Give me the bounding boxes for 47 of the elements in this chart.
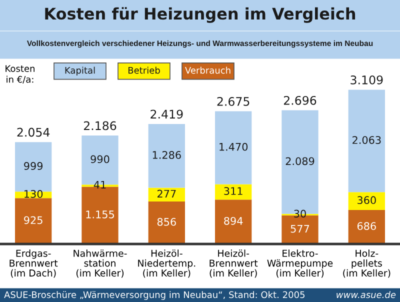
- data-label: 990: [90, 155, 110, 164]
- bar: [348, 90, 385, 192]
- data-label: 360: [358, 196, 376, 204]
- total-label: 2.186: [84, 121, 116, 130]
- data-label: 2.063: [352, 136, 381, 144]
- text: Betrieb: [128, 66, 160, 74]
- bar: [215, 200, 252, 244]
- data-label: 925: [24, 216, 42, 224]
- data-label: 856: [157, 218, 176, 226]
- x-tick-label: Heizöl- Niedertemp. (im Keller): [138, 250, 196, 278]
- data-label: 1.286: [152, 151, 181, 159]
- total-label: 2.675: [217, 96, 250, 106]
- data-label: 894: [224, 216, 243, 225]
- bar: [148, 202, 185, 244]
- total-label: 3.109: [350, 75, 383, 84]
- data-label: 577: [290, 224, 310, 233]
- bar: [215, 111, 252, 184]
- total-label: 2.054: [17, 128, 50, 137]
- total-label: 2.419: [150, 110, 183, 119]
- bar: [148, 188, 185, 202]
- bar: [15, 142, 52, 192]
- bar: [348, 192, 385, 210]
- text: Kapital: [65, 66, 95, 76]
- data-label: 686: [357, 222, 376, 230]
- chart-title: Kosten für Heizungen im Vergleich: [45, 7, 356, 23]
- x-tick-label: Holz- pellets (im Keller): [343, 250, 390, 278]
- data-label: 311: [224, 187, 242, 195]
- text: www.asue.de: [336, 291, 396, 298]
- bar: [15, 198, 52, 244]
- legend-title: Kosten in €/a:: [6, 65, 34, 84]
- bar: [215, 184, 252, 200]
- x-tick-label: Elektro- Wärmepumpe (im Keller): [267, 250, 333, 278]
- x-tick-label: Heizöl- Brennwert (im Keller): [210, 250, 258, 278]
- data-label: 277: [157, 190, 176, 198]
- data-label: 130: [24, 190, 43, 198]
- x-tick-label: Nahwärme- station (im Keller): [74, 250, 127, 278]
- text: Verbrauch: [185, 66, 230, 74]
- data-label: 1.155: [86, 210, 114, 218]
- bar: [348, 210, 385, 244]
- x-tick-label: Erdgas- Brennwert (im Dach): [10, 250, 58, 278]
- data-label: 1.470: [220, 142, 248, 151]
- total-label: 2.696: [284, 96, 316, 105]
- data-label: 999: [24, 162, 43, 170]
- text: ASUE-Broschüre „Wärmeversorgung im Neubau“, Stand: Okt. 2005: [4, 291, 304, 300]
- data-label: 2.089: [286, 157, 314, 166]
- bar: [148, 124, 185, 188]
- bar: [82, 186, 118, 244]
